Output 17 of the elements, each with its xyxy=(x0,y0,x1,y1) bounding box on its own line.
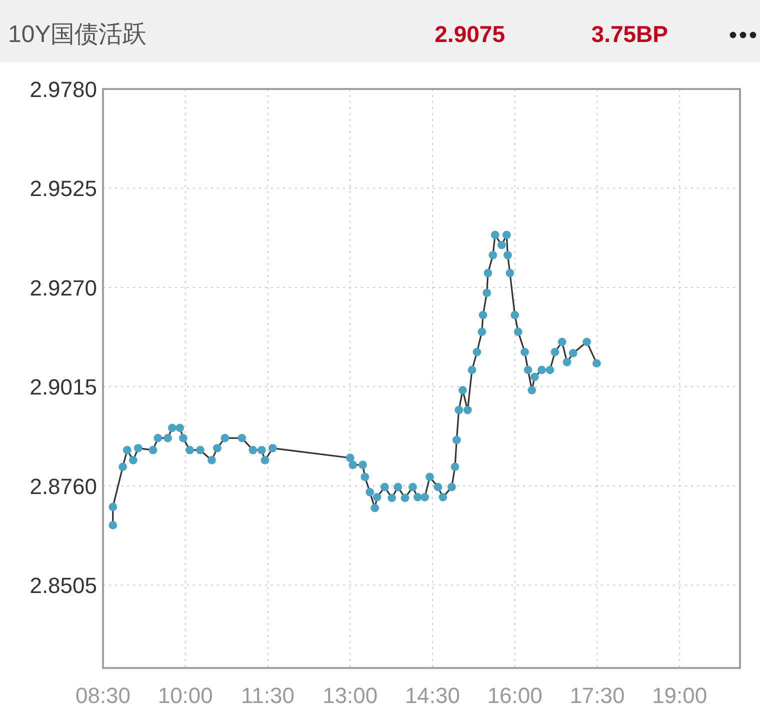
x-tick-label: 13:00 xyxy=(322,683,378,708)
x-tick-label: 08:30 xyxy=(75,683,131,708)
x-tick-label: 17:30 xyxy=(570,683,625,708)
y-tick-label: 2.8505 xyxy=(30,573,97,598)
x-tick-label: 16:00 xyxy=(487,683,542,708)
chart-title: 10Y国债活跃 xyxy=(8,21,147,48)
x-tick-label: 11:30 xyxy=(241,683,294,708)
y-tick-label: 2.9015 xyxy=(30,374,97,400)
y-tick-label: 2.8760 xyxy=(30,474,97,499)
y-tick-label: 2.9525 xyxy=(30,176,97,202)
x-tick-label: 14:30 xyxy=(404,683,460,708)
text: 2.9075 xyxy=(434,21,506,47)
x-tick-label: 19:00 xyxy=(652,683,708,708)
y-tick-label: 2.9780 xyxy=(30,77,97,102)
y-tick-label: 2.9270 xyxy=(30,275,97,300)
x-tick-label: 10:00 xyxy=(158,683,213,708)
text: 3.75BP xyxy=(591,21,668,47)
